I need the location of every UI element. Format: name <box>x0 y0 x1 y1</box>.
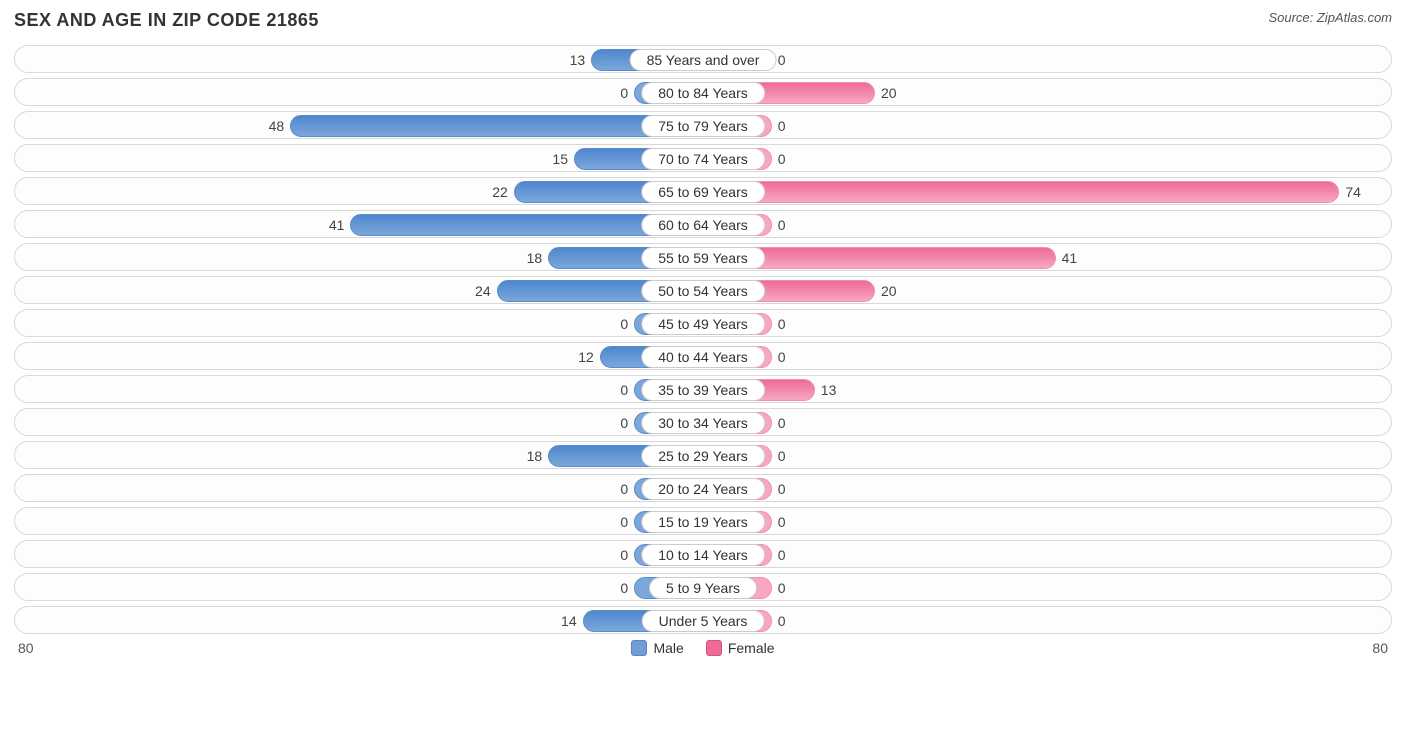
chart-row: 18 41 55 to 59 Years <box>14 243 1392 271</box>
value-male: 0 <box>620 475 628 503</box>
category-pill: Under 5 Years <box>642 610 765 632</box>
value-male: 0 <box>620 376 628 404</box>
category-pill: 30 to 34 Years <box>641 412 765 434</box>
category-pill: 10 to 14 Years <box>641 544 765 566</box>
chart-row: 14 0 Under 5 Years <box>14 606 1392 634</box>
value-female: 0 <box>778 409 786 437</box>
chart-row: 0 20 80 to 84 Years <box>14 78 1392 106</box>
chart-header: SEX AND AGE IN ZIP CODE 21865 Source: Zi… <box>14 10 1392 31</box>
category-pill: 70 to 74 Years <box>641 148 765 170</box>
category-pill: 5 to 9 Years <box>649 577 757 599</box>
category-pill: 15 to 19 Years <box>641 511 765 533</box>
category-pill: 35 to 39 Years <box>641 379 765 401</box>
value-female: 0 <box>778 442 786 470</box>
value-male: 0 <box>620 541 628 569</box>
value-female: 74 <box>1345 178 1361 206</box>
category-pill: 80 to 84 Years <box>641 82 765 104</box>
value-female: 0 <box>778 541 786 569</box>
category-pill: 65 to 69 Years <box>641 181 765 203</box>
chart-title: SEX AND AGE IN ZIP CODE 21865 <box>14 10 319 31</box>
legend-item-female: Female <box>706 640 775 656</box>
legend-item-male: Male <box>631 640 683 656</box>
value-female: 0 <box>778 475 786 503</box>
legend-swatch-male <box>631 640 647 656</box>
value-female: 0 <box>778 112 786 140</box>
value-male: 18 <box>527 442 543 470</box>
value-male: 22 <box>492 178 508 206</box>
chart-row: 41 0 60 to 64 Years <box>14 210 1392 238</box>
chart-source: Source: ZipAtlas.com <box>1268 10 1392 25</box>
value-female: 0 <box>778 508 786 536</box>
chart-row: 0 0 15 to 19 Years <box>14 507 1392 535</box>
value-male: 15 <box>552 145 568 173</box>
value-female: 20 <box>881 277 897 305</box>
chart-row: 0 0 10 to 14 Years <box>14 540 1392 568</box>
value-male: 14 <box>561 607 577 635</box>
chart-row: 13 085 Years and over <box>14 45 1392 73</box>
chart-row: 24 20 50 to 54 Years <box>14 276 1392 304</box>
value-male: 12 <box>578 343 594 371</box>
chart-row: 0 0 20 to 24 Years <box>14 474 1392 502</box>
value-female: 0 <box>778 607 786 635</box>
category-pill: 55 to 59 Years <box>641 247 765 269</box>
chart-row: 0 0 45 to 49 Years <box>14 309 1392 337</box>
category-pill: 25 to 29 Years <box>641 445 765 467</box>
value-male: 0 <box>620 310 628 338</box>
value-male: 0 <box>620 409 628 437</box>
axis-right-max: 80 <box>1372 640 1388 656</box>
chart-rows: 13085 Years and over02080 to 84 Years480… <box>14 45 1392 634</box>
value-male: 13 <box>570 46 586 74</box>
value-female: 20 <box>881 79 897 107</box>
category-pill: 60 to 64 Years <box>641 214 765 236</box>
pyramid-chart: SEX AND AGE IN ZIP CODE 21865 Source: Zi… <box>0 0 1406 666</box>
chart-row: 18 0 25 to 29 Years <box>14 441 1392 469</box>
chart-footer: 80 Male Female 80 <box>14 640 1392 656</box>
chart-row: 0 0 5 to 9 Years <box>14 573 1392 601</box>
legend-swatch-female <box>706 640 722 656</box>
axis-left-max: 80 <box>18 640 34 656</box>
value-female: 0 <box>778 343 786 371</box>
value-male: 18 <box>527 244 543 272</box>
value-male: 0 <box>620 79 628 107</box>
legend-label-male: Male <box>653 640 683 656</box>
category-pill: 40 to 44 Years <box>641 346 765 368</box>
category-pill: 20 to 24 Years <box>641 478 765 500</box>
category-pill: 85 Years and over <box>630 49 777 71</box>
legend: Male Female <box>631 640 774 656</box>
value-male: 24 <box>475 277 491 305</box>
value-female: 41 <box>1062 244 1078 272</box>
value-male: 0 <box>620 574 628 602</box>
category-pill: 45 to 49 Years <box>641 313 765 335</box>
value-male: 0 <box>620 508 628 536</box>
chart-row: 12 0 40 to 44 Years <box>14 342 1392 370</box>
chart-row: 48 0 75 to 79 Years <box>14 111 1392 139</box>
chart-row: 0 13 35 to 39 Years <box>14 375 1392 403</box>
value-male: 48 <box>269 112 285 140</box>
value-female: 0 <box>778 46 786 74</box>
value-female: 0 <box>778 574 786 602</box>
category-pill: 50 to 54 Years <box>641 280 765 302</box>
category-pill: 75 to 79 Years <box>641 115 765 137</box>
chart-row: 22 74 65 to 69 Years <box>14 177 1392 205</box>
value-female: 0 <box>778 211 786 239</box>
chart-row: 15 0 70 to 74 Years <box>14 144 1392 172</box>
value-male: 41 <box>329 211 345 239</box>
legend-label-female: Female <box>728 640 775 656</box>
value-female: 0 <box>778 310 786 338</box>
value-female: 13 <box>821 376 837 404</box>
value-female: 0 <box>778 145 786 173</box>
chart-row: 0 0 30 to 34 Years <box>14 408 1392 436</box>
bar-female <box>703 181 1339 203</box>
